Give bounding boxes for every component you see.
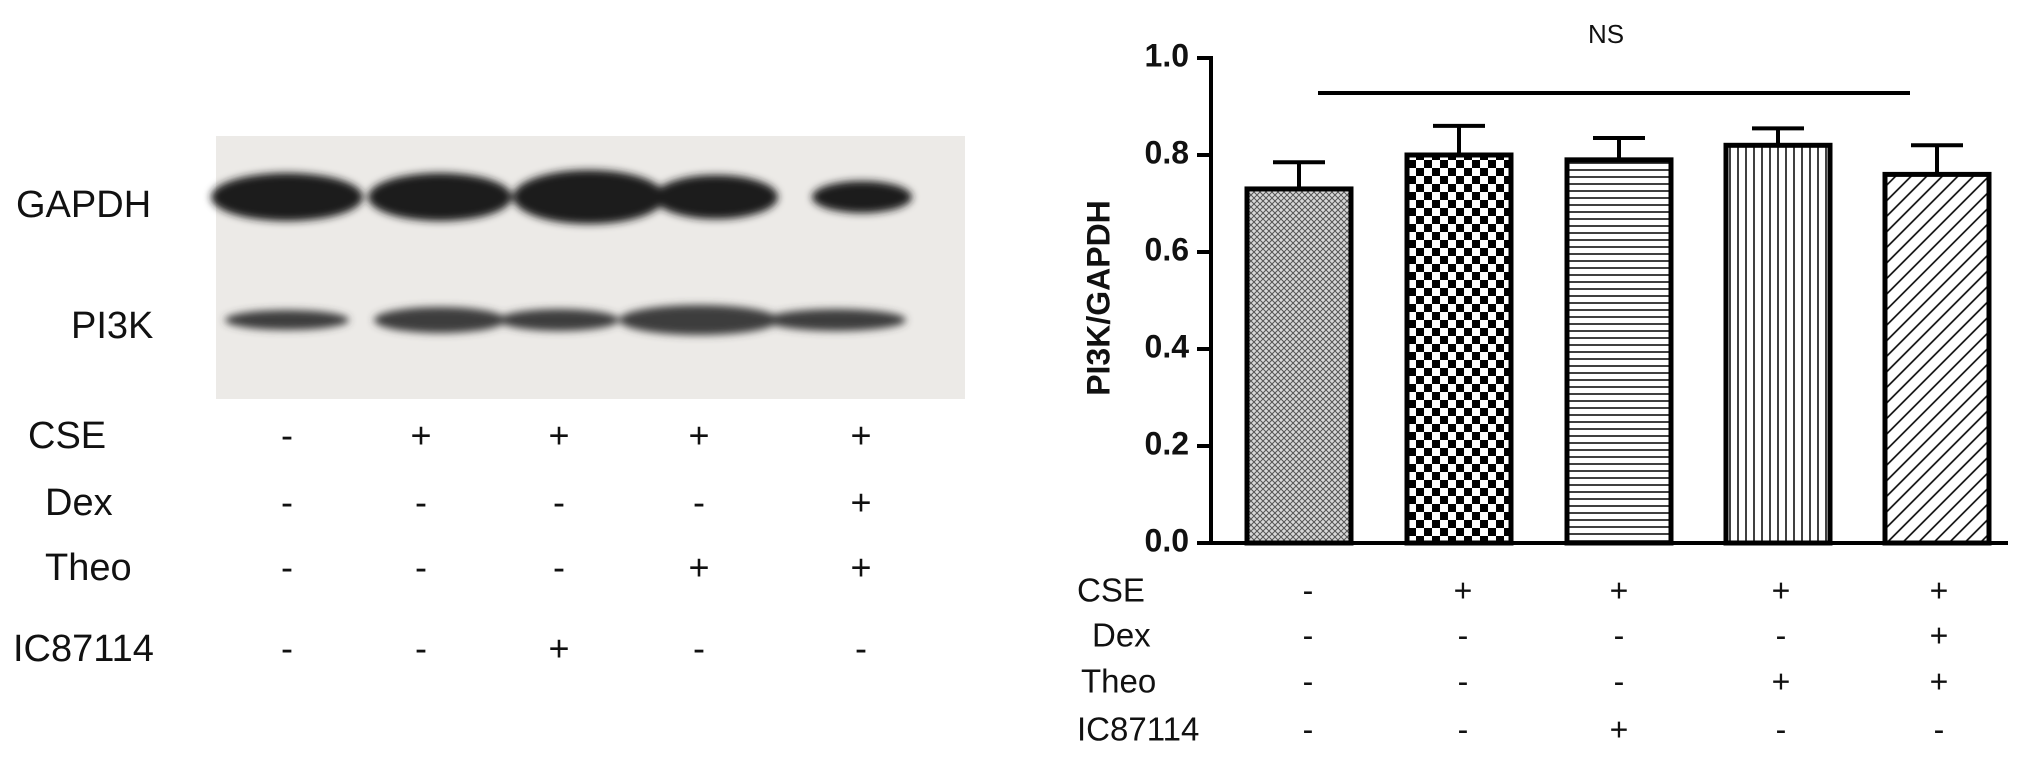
condition-sign: -	[693, 482, 705, 523]
pi3k-band	[619, 305, 779, 335]
condition-sign: -	[281, 415, 293, 456]
gapdh-band	[654, 175, 778, 219]
condition-sign: -	[553, 482, 565, 523]
condition-label: IC87114	[13, 628, 154, 670]
condition-sign: -	[693, 628, 705, 669]
condition-sign: +	[850, 482, 871, 523]
gapdh-band	[368, 173, 512, 221]
condition-label: IC87114	[1077, 711, 1199, 748]
condition-sign: -	[1458, 617, 1469, 653]
pi3k-band	[499, 309, 619, 331]
bar	[1882, 171, 1992, 546]
condition-sign: +	[1772, 663, 1791, 699]
condition-label: Theo	[45, 547, 132, 589]
bar	[1404, 152, 1514, 546]
condition-sign: +	[688, 415, 709, 456]
condition-sign: +	[548, 415, 569, 456]
condition-sign: +	[1610, 711, 1629, 747]
condition-sign: -	[1458, 663, 1469, 699]
condition-sign: -	[1776, 617, 1787, 653]
condition-sign: -	[1776, 711, 1787, 747]
y-tick-label: 0.0	[1145, 522, 1189, 558]
condition-sign: +	[1454, 572, 1473, 608]
condition-label: Theo	[1081, 663, 1156, 700]
condition-sign: -	[553, 547, 565, 588]
gapdh-band	[513, 170, 665, 224]
condition-sign: +	[1930, 617, 1949, 653]
condition-sign: -	[1303, 663, 1314, 699]
condition-label: CSE	[1077, 572, 1145, 609]
blot-bands	[211, 170, 912, 335]
condition-sign: +	[410, 415, 431, 456]
bar	[1723, 142, 1833, 546]
condition-label: Dex	[1092, 617, 1151, 654]
condition-sign: +	[688, 547, 709, 588]
pi3k-band	[225, 310, 349, 330]
y-tick-label: 0.6	[1145, 231, 1189, 267]
bar	[1244, 186, 1354, 546]
band-label: PI3K	[71, 305, 153, 347]
condition-sign: -	[281, 628, 293, 669]
condition-sign: +	[850, 415, 871, 456]
condition-sign: +	[1930, 572, 1949, 608]
gapdh-band	[812, 181, 912, 213]
pi3k-band	[766, 309, 906, 331]
gapdh-band	[211, 173, 363, 221]
condition-sign: +	[1930, 663, 1949, 699]
pi3k-band	[374, 307, 506, 333]
band-label: GAPDH	[16, 184, 151, 226]
y-tick-label: 0.8	[1145, 134, 1189, 170]
condition-sign: +	[1772, 572, 1791, 608]
condition-sign: -	[1614, 617, 1625, 653]
condition-sign: +	[850, 547, 871, 588]
condition-sign: -	[1303, 572, 1314, 608]
condition-label: CSE	[28, 415, 106, 457]
condition-sign: +	[1610, 572, 1629, 608]
condition-sign: -	[1614, 663, 1625, 699]
condition-label: Dex	[45, 482, 113, 524]
condition-sign: -	[1934, 711, 1945, 747]
y-tick-label: 0.2	[1145, 425, 1189, 461]
condition-sign: -	[415, 547, 427, 588]
condition-sign: -	[1303, 617, 1314, 653]
bar	[1564, 157, 1674, 546]
y-tick-label: 0.4	[1145, 328, 1190, 364]
y-axis-label: PI3K/GAPDH	[1080, 200, 1116, 396]
condition-sign: -	[855, 628, 867, 669]
condition-sign: -	[1303, 711, 1314, 747]
condition-sign: -	[281, 547, 293, 588]
annotation: NS	[1588, 19, 1624, 49]
condition-sign: -	[415, 628, 427, 669]
condition-sign: +	[548, 628, 569, 669]
condition-sign: -	[281, 482, 293, 523]
condition-sign: -	[1458, 711, 1469, 747]
y-tick-label: 1.0	[1145, 37, 1189, 73]
condition-sign: -	[415, 482, 427, 523]
